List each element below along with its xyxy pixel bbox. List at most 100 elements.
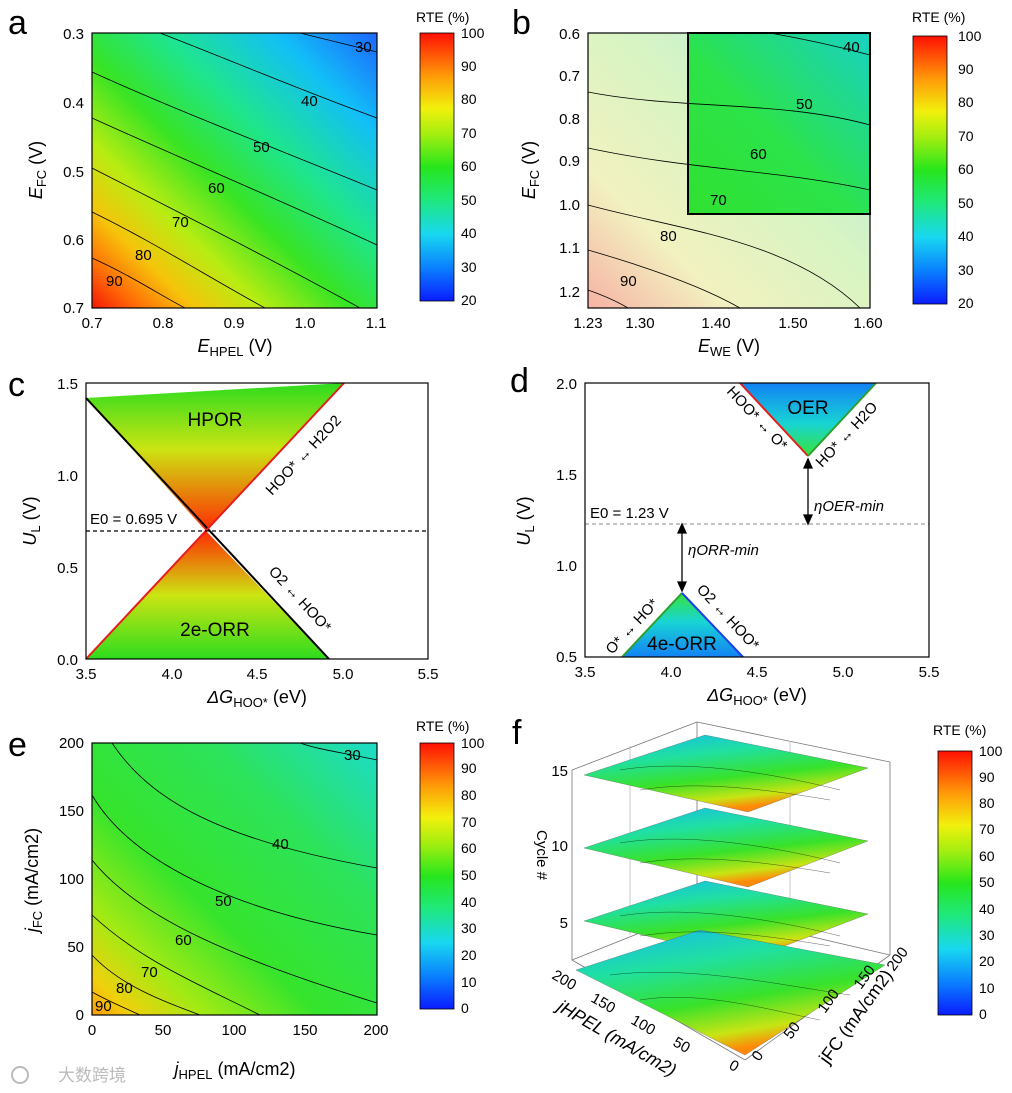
orr-2e-region — [86, 531, 329, 659]
contour-label: 60 — [175, 932, 192, 949]
colorbar-tick: 80 — [979, 795, 995, 811]
x-ticks-c: 3.5 4.0 4.5 5.0 5.5 — [76, 666, 439, 683]
x-tick: 5.5 — [919, 664, 940, 681]
colorbar-tick: 90 — [958, 61, 974, 77]
eta-oer-label: ηOER-min — [814, 498, 884, 515]
contour-label: 50 — [253, 139, 270, 156]
colorbar-tick: 90 — [461, 760, 477, 776]
x-tick: 50 — [155, 1022, 172, 1039]
colorbar-tick: 80 — [461, 787, 477, 803]
colorbar-tick: 50 — [461, 192, 477, 208]
contour-label: 90 — [106, 273, 123, 290]
colorbar-tick: 90 — [461, 58, 477, 74]
e0-label-c: E0 = 0.695 V — [90, 511, 177, 528]
colorbar-tick: 80 — [461, 91, 477, 107]
colorbar-title-f: RTE (%) — [933, 722, 986, 738]
y-tick: 0.6 — [63, 232, 84, 249]
axes-frame-e — [91, 742, 378, 1016]
y-tick: 0.0 — [57, 652, 78, 669]
x-ticks-a: 0.7 0.8 0.9 1.0 1.1 — [82, 315, 387, 332]
contour-label: 50 — [796, 96, 813, 113]
x-tick: 4.0 — [162, 666, 183, 683]
colorbar-tick: 70 — [958, 128, 974, 144]
x-tick: 1.60 — [853, 315, 882, 332]
colorbar-b — [912, 35, 948, 305]
colorbar-tick: 20 — [979, 953, 995, 969]
x-tick: 0.9 — [224, 315, 245, 332]
axes-frame-c — [85, 382, 429, 660]
z-tick: 5 — [560, 915, 568, 932]
colorbar-tick: 40 — [461, 225, 477, 241]
watermark: 大数跨境 — [11, 1066, 126, 1085]
y-axis-label-a: EFC (V) — [26, 141, 49, 199]
colorbar-ticks-e: 0 10 20 30 40 50 60 70 80 90 100 — [461, 735, 485, 1016]
contour-label: 60 — [750, 146, 767, 163]
x-axis-label-a: EHPEL (V) — [198, 336, 273, 359]
colorbar-tick: 70 — [461, 125, 477, 141]
colorbar-a — [419, 32, 455, 302]
y-tick: 0.6 — [559, 26, 580, 43]
y-axis-label-e: jFC (mA/cm2) — [22, 828, 45, 935]
x-axis-label-d: ΔGHOO* (eV) — [706, 685, 807, 708]
contour-label: 40 — [301, 93, 318, 110]
x-tick: 1.0 — [295, 315, 316, 332]
y-tick: 2.0 — [556, 376, 577, 393]
x-ticks-b: 1.23 1.30 1.40 1.50 1.60 — [573, 315, 882, 332]
z-tick: 15 — [551, 763, 568, 780]
x-tick: 1.1 — [366, 315, 387, 332]
x-tick: 1.50 — [778, 315, 807, 332]
z-ticks-f: 15 10 5 — [551, 763, 568, 932]
colorbar-tick: 60 — [461, 840, 477, 856]
x-tick: 5.0 — [333, 666, 354, 683]
panel-label-d: d — [510, 362, 529, 400]
x-tick: 4.5 — [247, 666, 268, 683]
y-tick: 0.7 — [559, 68, 580, 85]
line-o-ho — [621, 592, 683, 658]
x-tick: 1.30 — [625, 315, 654, 332]
colorbar-tick: 30 — [461, 259, 477, 275]
axes-frame-d — [584, 382, 930, 658]
x-axis-label-b: EWE (V) — [698, 336, 760, 359]
x-tick: 200 — [549, 967, 579, 994]
contour-label: 30 — [344, 747, 361, 764]
x-tick: 100 — [221, 1022, 246, 1039]
y-ticks-a: 0.3 0.4 0.5 0.6 0.7 — [63, 26, 84, 317]
colorbar-tick: 70 — [979, 821, 995, 837]
colorbar-tick: 30 — [979, 927, 995, 943]
colorbar-tick: 60 — [979, 848, 995, 864]
contour-label: 40 — [272, 836, 289, 853]
eta-orr-label: ηORR-min — [688, 542, 759, 559]
contour-label: 50 — [215, 893, 232, 910]
x-tick: 0.7 — [82, 315, 103, 332]
contour-label: 70 — [141, 964, 158, 981]
y-tick: 0 — [748, 1048, 767, 1065]
colorbar-e — [419, 742, 455, 1010]
contour-label: 70 — [710, 192, 727, 209]
y-tick: 0.5 — [57, 560, 78, 577]
panel-label-b: b — [512, 4, 531, 42]
line-hoo-o — [739, 382, 809, 457]
colorbar-tick: 10 — [979, 980, 995, 996]
y-tick: 0.4 — [63, 95, 84, 112]
region-label-2e-orr: 2e-ORR — [180, 620, 250, 641]
panel-e: e 30 40 50 60 70 80 90 0 50 100 150 200 — [8, 718, 485, 1082]
surface-cycle-10 — [583, 807, 869, 888]
x-tick: 4.0 — [661, 664, 682, 681]
x-tick: 0 — [88, 1022, 96, 1039]
y-tick: 0.3 — [63, 26, 84, 43]
y-tick: 0.5 — [556, 649, 577, 666]
colorbar-tick: 40 — [461, 894, 477, 910]
region-label-oer: OER — [787, 398, 828, 419]
contour-labels-e: 30 40 50 60 70 80 90 — [95, 747, 361, 1015]
y-axis-label-c: UL (V) — [20, 496, 43, 545]
panel-d: d OER 4e-ORR HOO* ↔ O* HO* ↔ H2O O* ↔ HO… — [510, 362, 939, 708]
x-axis-label-c: ΔGHOO* (eV) — [206, 687, 307, 710]
y-tick: 1.0 — [556, 558, 577, 575]
colorbar-tick: 30 — [461, 920, 477, 936]
contour-lines-e — [91, 742, 378, 1016]
y-ticks-c: 1.5 1.0 0.5 0.0 — [57, 376, 78, 669]
x-tick: 200 — [363, 1022, 388, 1039]
y-ticks-e: 0 50 100 150 200 — [59, 735, 84, 1024]
colorbar-tick: 0 — [979, 1006, 987, 1022]
